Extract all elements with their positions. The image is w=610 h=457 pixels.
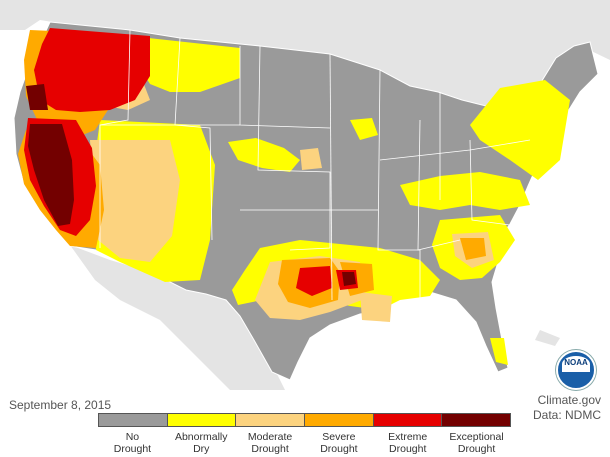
legend-labels: No Drought Abnormally Dry Moderate Drought … (98, 431, 511, 455)
legend-label: Severe Drought (320, 431, 358, 455)
exceptional-drought-areas (26, 84, 356, 286)
drought-map (0, 0, 610, 390)
legend-swatch (167, 414, 237, 426)
map-credit: Climate.gov Data: NDMC (533, 393, 601, 423)
legend-label: No Drought (113, 431, 152, 455)
legend-label: Extreme Drought (388, 431, 428, 455)
bahamas-land (535, 330, 560, 346)
drought-legend: No Drought Abnormally Dry Moderate Drought … (98, 413, 511, 455)
mexico-land (70, 245, 285, 390)
legend-label: Exceptional Drought (449, 431, 504, 455)
legend-swatch (236, 414, 306, 426)
legend-label: Moderate Drought (247, 431, 293, 455)
noaa-logo: NOAA (556, 350, 596, 390)
canada-land (0, 0, 610, 110)
legend-swatch (442, 414, 511, 426)
legend-swatch (99, 414, 168, 426)
legend-swatch (373, 414, 443, 426)
state-borders (99, 29, 531, 301)
legend-label: Abnormally Dry (174, 431, 228, 455)
credit-data-source: Data: NDMC (532, 408, 601, 422)
noaa-logo-text: NOAA (564, 358, 588, 367)
legend-color-bar (98, 413, 511, 427)
seagull-icon (562, 356, 590, 372)
credit-site: Climate.gov (537, 393, 601, 407)
map-date: September 8, 2015 (9, 398, 112, 412)
legend-swatch (305, 414, 374, 426)
